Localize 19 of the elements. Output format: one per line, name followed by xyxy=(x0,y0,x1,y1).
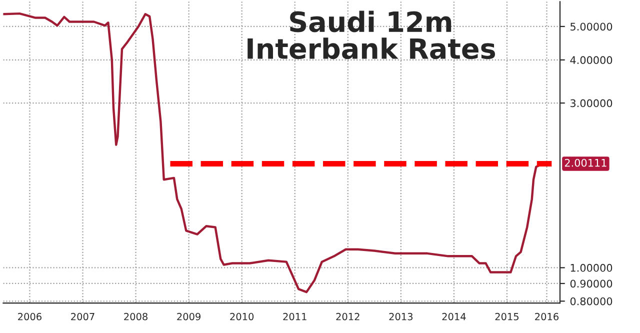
y-tick-label: 4.00000 xyxy=(570,56,612,64)
y-tick-label: 1.00000 xyxy=(570,264,612,272)
y-tick-label: 0.90000 xyxy=(570,280,612,288)
x-tick-label: 2007 xyxy=(71,312,94,320)
x-tick-label: 2008 xyxy=(124,312,148,320)
x-tick-label: 2015 xyxy=(495,312,518,320)
text: Saudi 12m Interbank Rates xyxy=(248,10,496,60)
x-tick-label: 2011 xyxy=(283,312,306,320)
x-tick-label: 2012 xyxy=(336,312,360,320)
x-tick-label: 2010 xyxy=(230,312,254,320)
x-tick-label: 2016 xyxy=(535,312,558,320)
y-tick-label: 3.00000 xyxy=(570,99,612,108)
ref-line-label: 2.00111 xyxy=(564,158,606,167)
x-tick-label: 2013 xyxy=(389,312,413,320)
y-tick-label: 5.00000 xyxy=(570,22,612,31)
x-tick-label: 2009 xyxy=(177,312,200,320)
x-tick-label: 2006 xyxy=(18,312,42,320)
y-tick-label: 0.80000 xyxy=(570,297,612,306)
x-tick-label: 2014 xyxy=(442,312,466,320)
